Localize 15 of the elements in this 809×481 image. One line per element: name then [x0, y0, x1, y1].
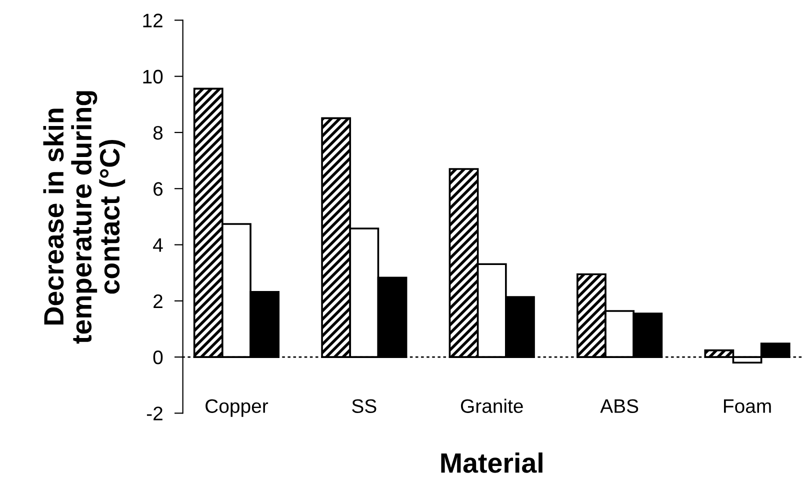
x-axis-title: Material — [441, 452, 542, 473]
y-tick-label: 0 — [153, 350, 163, 364]
x-tick-label: ABS — [600, 399, 638, 413]
x-tick-label: Foam — [724, 399, 771, 413]
y-tick-label: 10 — [143, 70, 163, 84]
y-tick-label: 4 — [153, 238, 163, 252]
y-axis-title: Decrease in skin temperature during contact (°C) — [43, 91, 126, 344]
y-tick-label: 12 — [143, 14, 162, 28]
x-tick-label: Granite — [460, 398, 523, 413]
x-tick-label: Copper — [206, 399, 268, 417]
y-tick-label: 6 — [154, 182, 163, 196]
y-tick-label: 2 — [154, 294, 162, 308]
y-tick-label: 8 — [153, 126, 163, 140]
x-tick-label: SS — [352, 399, 376, 413]
y-tick-label: -2 — [146, 406, 162, 420]
